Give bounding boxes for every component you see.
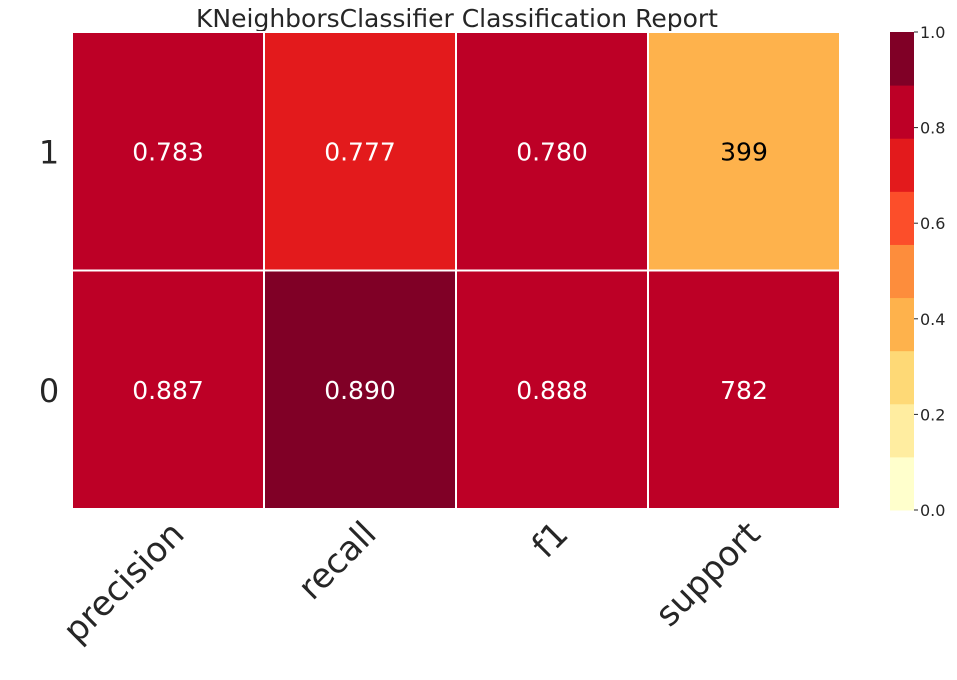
heatmap-cell	[71, 269, 265, 510]
x-tick-label: support	[648, 514, 769, 635]
colorbar-tick-label: 0.2	[920, 405, 945, 424]
colorbar-tick-label: 0.0	[920, 501, 945, 520]
cell-value-label: 0.887	[132, 376, 204, 405]
cell-value-labels: 0.783 0.777 0.780 399 0.887 0.890 0.888 782	[132, 137, 768, 405]
colorbar: 0.0 0.2 0.4 0.6 0.8 1.0	[890, 23, 945, 520]
colorbar-bin	[890, 403, 914, 458]
x-tick-label: f1	[524, 514, 576, 566]
y-axis-tick-labels: 10	[39, 133, 59, 410]
cell-value-label: 0.777	[324, 137, 396, 166]
colorbar-tick-label: 0.6	[920, 214, 945, 233]
colorbar-bin	[890, 32, 914, 86]
heatmap-cell	[455, 31, 649, 272]
y-tick-label: 1	[39, 133, 59, 171]
heatmap-cell	[455, 269, 649, 510]
heatmap-cell	[71, 31, 265, 272]
x-tick-label: recall	[291, 514, 385, 608]
colorbar-bin	[890, 244, 914, 299]
heatmap-cell	[647, 269, 841, 510]
colorbar-bin	[890, 350, 914, 405]
colorbar-bin	[890, 138, 914, 192]
x-axis-tick-labels: precision recall f1 support	[56, 514, 769, 651]
heatmap-cell	[263, 31, 457, 272]
cell-value-label: 0.783	[132, 137, 204, 166]
chart-title: KNeighborsClassifier Classification Repo…	[196, 4, 718, 33]
heatmap-cell	[647, 31, 841, 272]
cell-value-label: 0.888	[516, 376, 588, 405]
heatmap-cells	[71, 31, 841, 510]
colorbar-tick-label: 1.0	[920, 23, 945, 42]
y-tick-label: 0	[39, 372, 59, 410]
cell-value-label: 399	[720, 137, 768, 166]
colorbar-bin	[890, 191, 914, 245]
colorbar-tick-label: 0.8	[920, 119, 945, 138]
cell-value-label: 0.890	[324, 376, 396, 405]
colorbar-bin	[890, 297, 914, 352]
heatmap-cell	[263, 269, 457, 510]
colorbar-bin	[890, 456, 914, 511]
cell-value-label: 0.780	[516, 137, 588, 166]
x-tick-label: precision	[56, 514, 193, 651]
colorbar-bin	[890, 85, 914, 139]
colorbar-tick-label: 0.4	[920, 310, 945, 329]
cell-value-label: 782	[720, 376, 768, 405]
